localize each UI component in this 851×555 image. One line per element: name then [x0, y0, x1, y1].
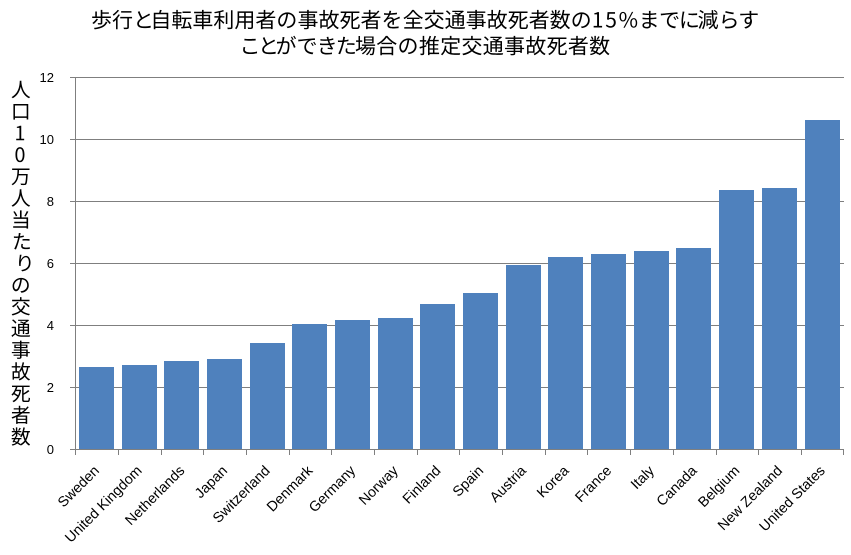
svg-text:4: 4	[47, 318, 54, 333]
svg-text:12: 12	[40, 70, 54, 85]
svg-text:2: 2	[47, 380, 54, 395]
svg-text:10: 10	[40, 132, 54, 147]
svg-text:0: 0	[47, 442, 54, 457]
svg-text:6: 6	[47, 256, 54, 271]
svg-text:8: 8	[47, 194, 54, 209]
